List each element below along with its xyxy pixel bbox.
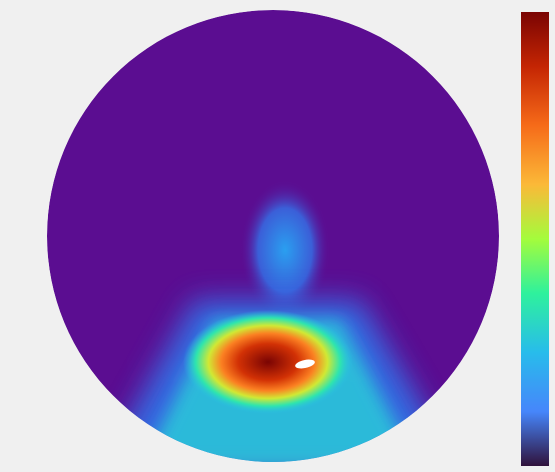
heatmap (47, 10, 499, 462)
glow (240, 180, 330, 320)
colorbar (521, 12, 549, 466)
highlight (295, 359, 315, 369)
hotspot (183, 310, 353, 414)
